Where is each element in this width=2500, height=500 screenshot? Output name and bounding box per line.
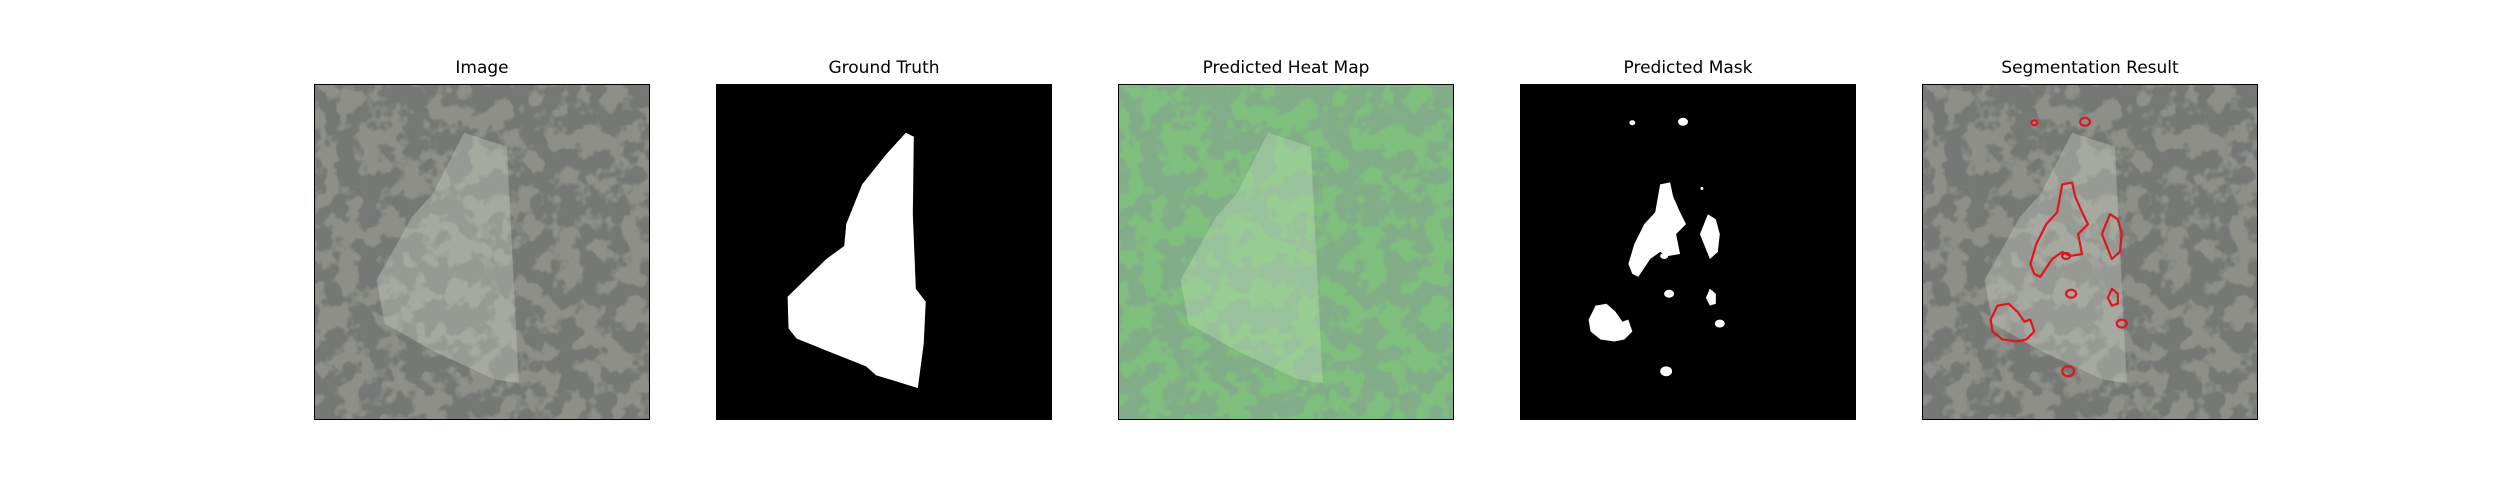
heat-map-image [1119,85,1453,419]
segmentation-overlay [1923,85,2257,419]
predicted-mask [1521,85,1855,419]
panel-title: Predicted Mask [1623,58,1753,78]
panel-segmentation-result: Segmentation Result [1922,58,2258,420]
panel-heat-map: Predicted Heat Map [1118,58,1454,420]
translucent-object [376,132,519,384]
panel-title: Predicted Heat Map [1202,58,1370,78]
ground-truth-region [787,132,926,389]
image-frame [314,84,650,420]
predicted-mask-frame [1520,84,1856,420]
panel-title: Image [455,58,509,78]
segmentation-contours [1989,116,2128,378]
segmentation-frame [1922,84,2258,420]
panel-title: Segmentation Result [2001,58,2179,78]
heat-map-object [1180,132,1323,384]
ground-truth-mask [717,85,1051,419]
predicted-blobs [1588,117,1725,377]
panel-ground-truth: Ground Truth [716,58,1052,420]
stone-image [315,85,649,419]
panel-title: Ground Truth [828,58,940,78]
panel-predicted-mask: Predicted Mask [1520,58,1856,420]
heat-map-frame [1118,84,1454,420]
ground-truth-frame [716,84,1052,420]
panel-image: Image [314,58,650,420]
